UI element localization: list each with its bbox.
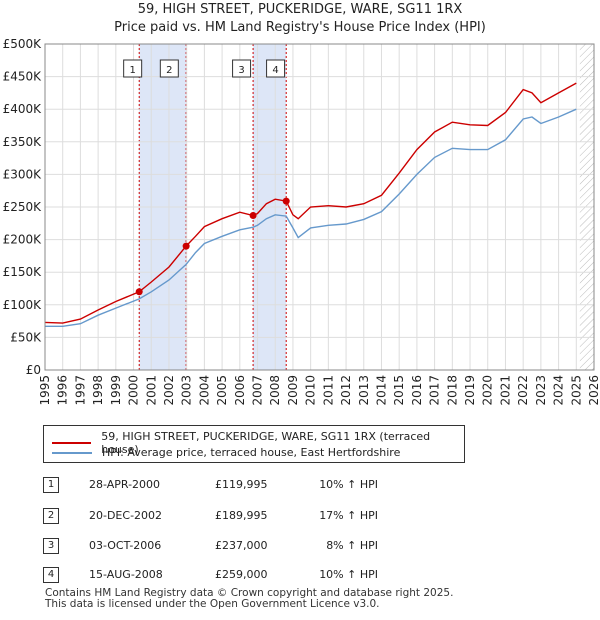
x-tick-label: 2010 xyxy=(304,375,318,406)
sale-label-box xyxy=(266,59,286,78)
x-tick-label: 2018 xyxy=(445,375,459,406)
legend-item-property: 59, HIGH STREET, PUCKERIDGE, WARE, SG11 … xyxy=(52,430,464,456)
sale-markers: 1 2 3 4 xyxy=(123,59,290,296)
legend-label-property: 59, HIGH STREET, PUCKERIDGE, WARE, SG11 … xyxy=(101,430,431,456)
x-tick-label: 2011 xyxy=(321,375,335,406)
transaction-price: £237,000 xyxy=(215,539,268,552)
x-tick-label: 2008 xyxy=(268,375,282,406)
y-tick-label: £150K xyxy=(3,265,43,279)
x-tick-label: 2021 xyxy=(498,375,512,406)
sale-point xyxy=(249,211,257,219)
transaction-hpi: 17% ↑ HPI xyxy=(319,509,378,522)
sale-label: 3 xyxy=(238,65,244,76)
y-tick-label: £300K xyxy=(3,167,43,181)
transaction-hpi: 10% ↑ HPI xyxy=(319,478,378,491)
x-tick-label: 1998 xyxy=(91,375,105,406)
x-tick-label: 2007 xyxy=(251,375,265,406)
y-tick-label: £250K xyxy=(3,200,43,214)
x-tick-label: 1997 xyxy=(73,375,87,406)
x-tick-label: 2004 xyxy=(197,375,211,406)
transaction-price: £119,995 xyxy=(215,478,268,491)
transaction-date: 28-APR-2000 xyxy=(89,478,161,491)
transaction-number: 2 xyxy=(43,508,59,524)
y-tick-label: £350K xyxy=(3,135,43,149)
transaction-hpi: 10% ↑ HPI xyxy=(319,568,378,581)
footer: Contains HM Land Registry data © Crown c… xyxy=(45,588,453,610)
axes: £0 £50K £100K £150K £200K £250K £300K £350K £400… xyxy=(3,37,600,406)
x-tick-label: 1996 xyxy=(56,375,70,406)
sale-point xyxy=(182,242,190,250)
series-line-property xyxy=(44,82,577,324)
x-tick-label: 2026 xyxy=(587,375,600,406)
legend-item-hpi: HPI: Average price, terraced house, East… xyxy=(52,446,400,459)
transaction-date: 03-OCT-2006 xyxy=(89,539,162,552)
transaction-number: 1 xyxy=(43,477,59,493)
sale-label-box xyxy=(232,59,252,78)
legend-label-hpi: HPI: Average price, terraced house, East… xyxy=(102,446,401,459)
price-chart: 1 2 3 4 £0 £50K £100K £150K £200K £250K £300K £350… xyxy=(3,37,600,406)
transaction-price: £259,000 xyxy=(215,568,268,581)
transaction-number: 4 xyxy=(43,567,59,583)
sale-label-box xyxy=(123,59,143,78)
transaction-date: 15-AUG-2008 xyxy=(89,568,163,581)
sale-point xyxy=(135,288,143,296)
transaction-number: 3 xyxy=(43,538,59,554)
x-tick-label: 1999 xyxy=(109,375,123,406)
legend: 59, HIGH STREET, PUCKERIDGE, WARE, SG11 … xyxy=(43,425,465,463)
x-tick-label: 2012 xyxy=(339,375,353,406)
x-tick-label: 2015 xyxy=(392,375,406,406)
x-tick-label: 2019 xyxy=(463,375,477,406)
plot-border xyxy=(44,43,595,371)
series-line-hpi xyxy=(45,108,577,327)
footer-licence: This data is licensed under the Open Gov… xyxy=(45,598,380,610)
y-tick-label: £400K xyxy=(3,102,43,116)
x-tick-label: 2024 xyxy=(552,375,566,406)
chart-subtitle: Price paid vs. HM Land Registry's House … xyxy=(114,20,486,35)
footer-copyright: Contains HM Land Registry data © Crown c… xyxy=(45,587,454,599)
x-tick-label: 2016 xyxy=(410,375,424,406)
x-tick-label: 2002 xyxy=(162,375,176,406)
x-tick-label: 2014 xyxy=(374,375,388,406)
y-tick-label: £50K xyxy=(10,330,42,344)
transaction-hpi: 8% ↑ HPI xyxy=(326,539,378,552)
sale-label: 4 xyxy=(272,65,278,76)
x-tick-label: 2006 xyxy=(233,375,247,406)
sale-point xyxy=(282,197,290,205)
transaction-price: £189,995 xyxy=(215,509,268,522)
legend-swatch-hpi xyxy=(52,451,92,454)
x-tick-label: 2001 xyxy=(144,375,158,406)
x-tick-label: 2025 xyxy=(569,375,583,406)
legend-swatch-property xyxy=(52,442,92,444)
sale-label-box xyxy=(159,59,179,78)
x-tick-label: 2020 xyxy=(481,375,495,406)
x-tick-label: 2003 xyxy=(180,375,194,406)
x-tick-label: 2000 xyxy=(127,375,141,406)
sale-label: 2 xyxy=(166,65,172,76)
chart-title: 59, HIGH STREET, PUCKERIDGE, WARE, SG11 … xyxy=(137,2,463,17)
y-tick-label: £0 xyxy=(26,363,41,377)
x-tick-label: 2005 xyxy=(215,375,229,406)
transaction-date: 20-DEC-2002 xyxy=(89,509,163,522)
x-tick-label: 2023 xyxy=(534,375,548,406)
x-tick-label: 2022 xyxy=(516,375,530,406)
y-tick-label: £100K xyxy=(3,298,43,312)
x-tick-label: 2009 xyxy=(286,375,300,406)
y-tick-label: £200K xyxy=(3,233,43,247)
sale-label: 1 xyxy=(129,65,135,76)
series-lines xyxy=(44,82,577,327)
y-tick-label: £500K xyxy=(3,37,43,51)
x-tick-label: 2013 xyxy=(357,375,371,406)
y-tick-label: £450K xyxy=(3,70,43,84)
x-tick-label: 2017 xyxy=(428,375,442,406)
x-tick-label: 1995 xyxy=(38,375,52,406)
